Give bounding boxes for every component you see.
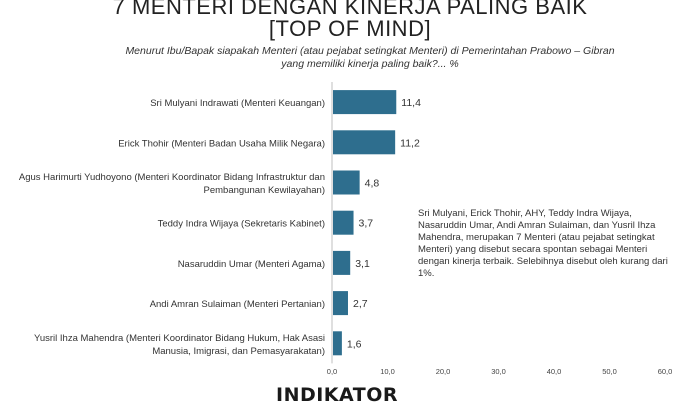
data-label: 11,2 [400,137,420,149]
x-tick-label: 20,0 [436,367,451,376]
chart-title: 7 MENTERI DENGAN KINERJA PALING BAIK [112,0,588,19]
data-label: 2,7 [353,298,368,310]
data-label: 3,1 [355,258,370,270]
chart-subtitle: [TOP OF MIND] [268,16,432,41]
category-label: Manusia, Imigrasi, dan Pemasyarakatan) [152,346,325,357]
bar [333,210,354,235]
category-label: Teddy Indra Wijaya (Sekretaris Kabinet) [158,219,325,230]
category-label: Sri Mulyani Indrawati (Menteri Keuangan) [150,98,325,109]
x-tick-label: 40,0 [547,367,562,376]
bar [333,170,360,195]
category-label: Agus Harimurti Yudhoyono (Menteri Koordi… [19,172,325,183]
bar [333,331,342,356]
indikator-logo: INDIKATOR [276,384,399,406]
bar [333,90,397,115]
category-label: Nasaruddin Umar (Menteri Agama) [178,259,325,270]
data-label: 11,4 [401,97,421,109]
data-label: 4,8 [365,178,380,190]
category-label: Yusril Ihza Mahendra (Menteri Koordinato… [34,333,325,344]
x-tick-label: 10,0 [380,367,395,376]
x-tick-label: 30,0 [491,367,506,376]
x-tick-label: 50,0 [602,367,617,376]
bar [333,250,351,275]
bar [333,291,348,316]
data-label: 3,7 [359,218,374,230]
category-label: Andi Amran Sulaiman (Menteri Pertanian) [150,299,325,310]
data-label: 1,6 [347,338,362,350]
category-label: Erick Thohir (Menteri Badan Usaha Milik … [118,138,325,149]
survey-question-line1: Menurut Ibu/Bapak siapakah Menteri (atau… [125,45,615,57]
chart-note: Sri Mulyani, Erick Thohir, AHY, Teddy In… [418,208,668,279]
x-tick-label: 0,0 [327,367,337,376]
bar [333,130,396,155]
survey-question-line2: yang memiliki kinerja paling baik?... % [281,58,459,70]
x-tick-label: 60,0 [658,367,673,376]
category-label: Pembangunan Kewilayahan) [204,185,325,196]
